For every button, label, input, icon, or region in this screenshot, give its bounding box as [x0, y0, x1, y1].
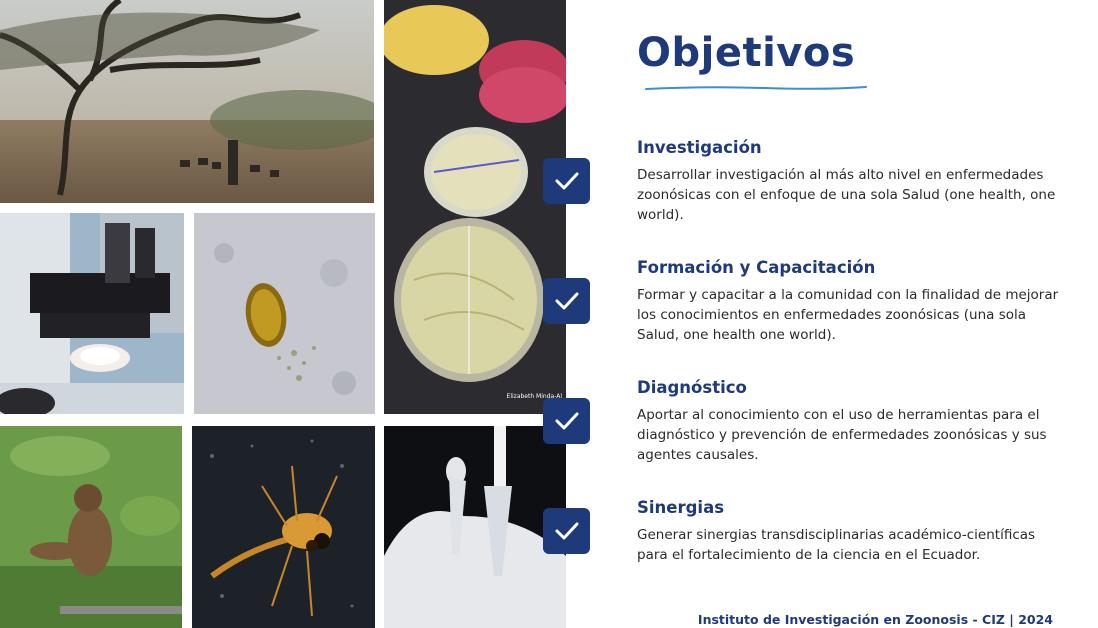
- objective-heading: Sinergias: [637, 498, 725, 517]
- check-icon: [543, 398, 590, 444]
- objective-diagnostico: Diagnóstico Aportar al conocimiento con …: [637, 378, 1067, 465]
- objective-text: Formar y capacitar a la comunidad con la…: [637, 287, 1059, 343]
- monkey-photo: [0, 426, 182, 628]
- photo-credit: Elizabeth Minda-Al: [506, 393, 562, 400]
- objective-heading: Investigación: [637, 138, 762, 157]
- footer-institution: Instituto de Investigación en Zoonosis -…: [697, 612, 1053, 627]
- objective-text: Desarrollar investigación al más alto ni…: [637, 167, 1056, 223]
- gloved-hand-pipette-tube-photo: [384, 426, 566, 628]
- title-underline: [645, 86, 867, 90]
- check-icon: [543, 508, 590, 554]
- petri-dishes-photo: Elizabeth Minda-Al: [384, 0, 566, 414]
- objective-sinergias: Sinergias Generar sinergias transdiscipl…: [637, 498, 1067, 565]
- objective-investigacion: Investigación Desarrollar investigación …: [637, 138, 1067, 225]
- parasite-egg-micrograph: [194, 213, 375, 414]
- objective-heading: Diagnóstico: [637, 378, 747, 397]
- objective-text: Aportar al conocimiento con el uso de he…: [637, 407, 1047, 463]
- objective-text: Generar sinergias transdisciplinarias ac…: [637, 527, 1036, 563]
- page-title: Objetivos: [637, 30, 856, 76]
- objective-heading: Formación y Capacitación: [637, 258, 876, 277]
- insect-larva-micrograph: [192, 426, 375, 628]
- dry-forest-goats-photo: [0, 0, 374, 203]
- objective-formacion: Formación y Capacitación Formar y capaci…: [637, 258, 1067, 345]
- check-icon: [543, 278, 590, 324]
- check-icon: [543, 158, 590, 204]
- microscope-photo: [0, 213, 184, 414]
